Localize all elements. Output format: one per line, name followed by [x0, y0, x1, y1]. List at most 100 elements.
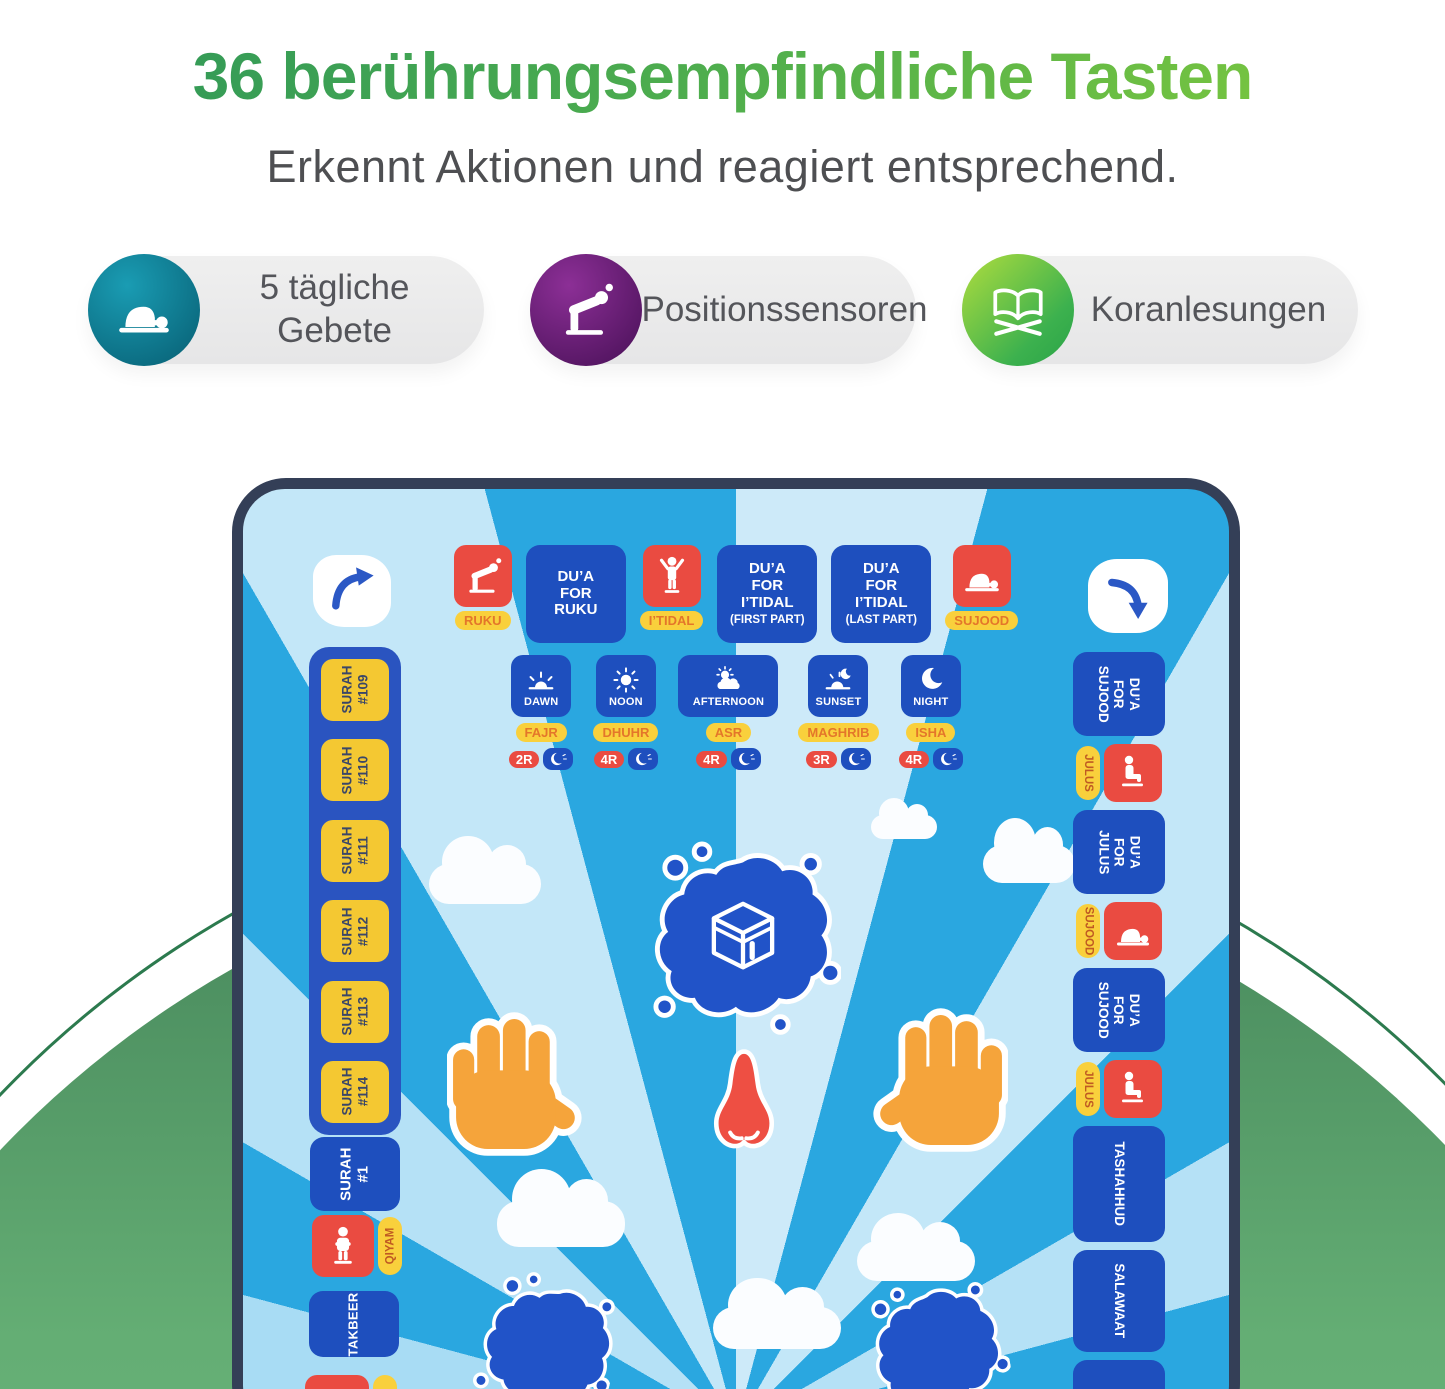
partial-button: T	[1073, 1360, 1165, 1389]
rakat-row: 3R	[806, 748, 871, 770]
crescent-icon	[933, 748, 964, 770]
prostration-icon	[87, 254, 200, 366]
rakat-count: 2R	[508, 750, 540, 768]
prayer-mat-surface: RUKU DU’A FOR RUKU I’TIDAL DU’A FOR I’TI…	[243, 489, 1229, 1389]
surah-1-button: SURAH #1	[310, 1137, 400, 1211]
itidal-tag: I’TIDAL	[639, 611, 704, 630]
button-sublabel: (FIRST PART)	[730, 613, 805, 626]
period-label: SUNSET	[815, 696, 862, 708]
period-label: AFTERNOON	[692, 696, 765, 708]
prostration-icon	[952, 545, 1011, 607]
cloud-decoration	[857, 1213, 975, 1281]
rakat-row: 2R	[508, 748, 574, 770]
dua-button-row: RUKU DU’A FOR RUKU I’TIDAL DU’A FOR I’TI…	[243, 545, 1229, 643]
rakat-count: 4R	[898, 750, 930, 768]
dawn-button: DAWN	[511, 655, 572, 717]
prostration-icon	[1104, 902, 1162, 960]
person-icon	[305, 1375, 369, 1389]
button-label: SURAH #112	[339, 907, 370, 956]
rakat-row: 4R	[696, 748, 761, 770]
crescent-moon-icon	[916, 665, 946, 695]
prayer-name-tag: FAJR	[515, 723, 567, 742]
crescent-icon	[543, 748, 574, 770]
cloud-decoration	[497, 1168, 625, 1247]
qiyam-button: QIYAM	[312, 1215, 402, 1277]
julus-button: JULUS	[1076, 744, 1162, 802]
dua-for-itidal-last-button: DU’A FOR I’TIDAL (LAST PART)	[831, 545, 932, 643]
prayer-time-asr: AFTERNOON ASR 4R	[678, 655, 779, 770]
sun-icon	[611, 665, 641, 695]
rakat-row: 4R	[593, 748, 659, 770]
button-label: DU’A FOR SUJOOD	[1096, 981, 1143, 1039]
takbeer-button: TAKBEER	[309, 1291, 399, 1357]
button-label: TAKBEER	[345, 1292, 361, 1356]
ruku-button: RUKU	[453, 545, 512, 630]
julus-button: JULUS	[1076, 1060, 1162, 1118]
tag-label: JULUS	[1082, 754, 1095, 792]
julus-tag: JULUS	[1076, 1062, 1100, 1116]
prayer-times-row: DAWN FAJR 2R NOON DHUHR 4R	[243, 655, 1229, 770]
feature-label: Positionssensoren	[641, 289, 928, 329]
rakat-count: 4R	[696, 750, 727, 768]
feature-pill-quran-readings: Koranlesungen	[961, 254, 1358, 366]
feature-label: Koranlesungen	[1090, 289, 1327, 329]
surah-button-strip: SURAH #109 SURAH #110 SURAH #111 SURAH #…	[309, 647, 401, 1135]
crescent-icon	[840, 748, 871, 770]
surah-110-button: SURAH #110	[321, 739, 389, 802]
dua-for-ruku-button: DU’A FOR RUKU	[525, 545, 626, 643]
prayer-name-tag: ASR	[705, 723, 752, 742]
itidal-button: I’TIDAL	[639, 545, 704, 630]
button-label: SALAWAAT	[1111, 1263, 1127, 1339]
ruku-tag: RUKU	[455, 611, 511, 630]
feature-label: 5 tägliche Gebete	[259, 268, 410, 350]
curved-arrow-up-right-icon	[313, 555, 391, 627]
dua-for-itidal-first-button: DU’A FOR I’TIDAL (FIRST PART)	[717, 545, 818, 643]
qiyam-tag: QIYAM	[378, 1217, 402, 1275]
partial-button: R	[305, 1375, 397, 1389]
sunset-button: SUNSET	[808, 655, 869, 717]
feature-pill-position-sensors: Positionssensoren	[529, 254, 928, 366]
cloud-decoration	[713, 1277, 841, 1349]
kaaba-icon	[697, 893, 789, 985]
tag-label: SUJOOD	[1082, 906, 1095, 956]
sujood-tag: SUJOOD	[945, 611, 1019, 630]
sitting-icon	[1104, 744, 1162, 802]
surah-112-button: SURAH #112	[321, 900, 389, 963]
tashahhud-button: TASHAHHUD	[1073, 1126, 1165, 1242]
quran-icon	[961, 254, 1074, 366]
prayer-name-tag: MAGHRIB	[798, 723, 879, 742]
rakat-row: 4R	[898, 748, 964, 770]
kaaba-splash	[645, 841, 841, 1037]
button-label: SURAH #114	[339, 1067, 370, 1116]
button-label: DU’A FOR I’TIDAL	[855, 560, 908, 611]
sitting-icon	[1104, 1060, 1162, 1118]
crescent-icon	[628, 748, 659, 770]
surah-109-button: SURAH #109	[321, 659, 389, 721]
button-label: SURAH #113	[339, 987, 370, 1036]
bowing-icon	[453, 545, 512, 607]
prayer-time-fajr: DAWN FAJR 2R	[508, 655, 574, 770]
partial-tag: R	[373, 1375, 397, 1389]
curved-arrow-down-icon	[1088, 559, 1168, 633]
standing-arms-up-icon	[642, 545, 701, 607]
button-label: DU’A FOR JULUS	[1096, 829, 1143, 875]
button-label: SURAH #111	[339, 826, 370, 875]
button-label: SURAH #110	[339, 746, 370, 795]
sun-cloud-icon	[713, 665, 743, 695]
tag-label: QIYAM	[384, 1227, 397, 1265]
right-hand-icon	[872, 987, 1008, 1167]
prayer-time-isha: NIGHT ISHA 4R	[898, 655, 964, 770]
knee-splash-icon	[462, 1262, 632, 1389]
page-title: 36 berührungsempfindliche Tasten	[0, 38, 1445, 114]
button-label: DU’A FOR SUJOOD	[1096, 665, 1143, 723]
feature-pill-daily-prayers: 5 tägliche Gebete	[87, 254, 484, 366]
nose-icon	[701, 1047, 787, 1151]
button-sublabel: (LAST PART)	[845, 613, 917, 626]
rakat-count: 4R	[593, 750, 625, 768]
cloud-decoration	[871, 798, 937, 839]
sujood-button: SUJOOD	[1076, 902, 1162, 960]
night-button: NIGHT	[900, 655, 961, 717]
prayer-name-tag: ISHA	[906, 723, 956, 742]
sujood-tag: SUJOOD	[1076, 904, 1100, 958]
